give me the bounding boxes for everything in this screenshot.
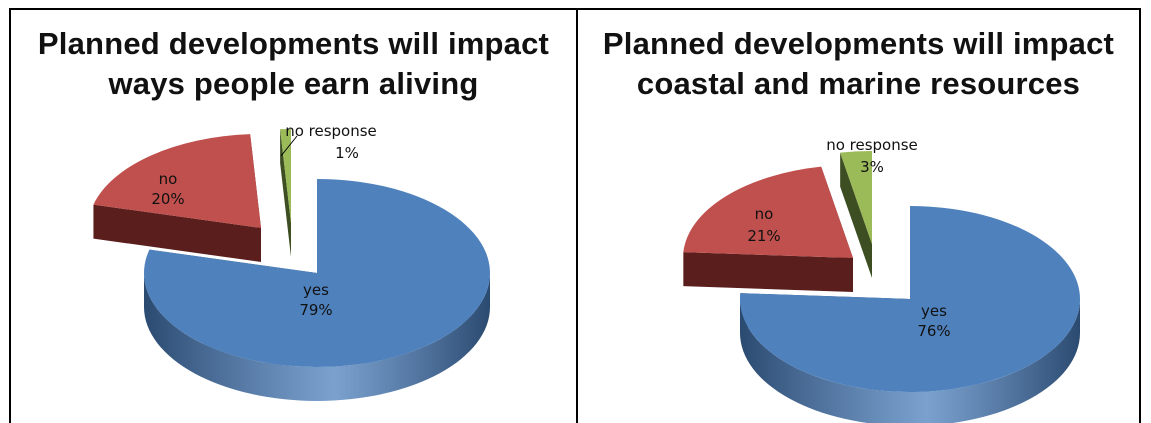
pie-slice-yes [144, 179, 491, 401]
chart-title-right-line1: Planned developments will impact [602, 26, 1115, 61]
pie-chart-right: yes 76% no 21% no response 3% [683, 136, 1080, 423]
pie-slice-top [144, 179, 491, 367]
pie-slice-rim [144, 273, 490, 401]
pie-slice-wall [280, 129, 291, 257]
slice-value-label-no-response: 3% [860, 158, 884, 176]
slice-name-label-no-response: no response [826, 136, 918, 154]
slice-name-label-yes: yes [303, 281, 329, 299]
pie-slice-rim [740, 299, 1080, 423]
panel-divider [576, 8, 578, 423]
chart-panel-left: Planned developments will impact ways pe… [11, 10, 576, 423]
chart-title-right-line2: coastal and marine resources [636, 66, 1081, 101]
slice-value-label-no: 21% [747, 227, 780, 245]
pie-slice-wall [840, 152, 872, 278]
pie-slice-top [93, 134, 261, 228]
pie-slice-no-response [280, 129, 291, 257]
chart-frame [9, 8, 1141, 423]
slice-name-label-yes: yes [921, 302, 947, 320]
pie-slice-top [280, 129, 291, 223]
slice-name-label-no-response: no response [285, 122, 377, 140]
slice-name-label-no: no [159, 170, 178, 188]
slice-value-label-yes: 79% [299, 301, 332, 319]
pie-slice-top [740, 206, 1080, 392]
pie-slice-no [683, 166, 853, 292]
pie-chart-left: yes 79% no 20% no response 1% [93, 122, 491, 401]
slice-name-label-no: no [755, 205, 774, 223]
pie-slice-top [683, 166, 853, 258]
pie-slice-no [93, 134, 261, 262]
pie-slice-top [840, 151, 872, 244]
slice-value-label-no-response: 1% [335, 144, 359, 162]
chart-title-right: Planned developments will impact coastal… [578, 24, 1139, 104]
leader-line [280, 135, 298, 157]
chart-title-left-line1: Planned developments will impact [37, 26, 550, 61]
slice-value-label-yes: 76% [917, 322, 950, 340]
pie-slice-wall [683, 252, 853, 292]
pie-slice-no-response [840, 151, 872, 278]
slice-value-label-no: 20% [151, 190, 184, 208]
chart-title-left: Planned developments will impact ways pe… [11, 24, 576, 104]
pie-slice-wall [93, 204, 261, 262]
chart-title-left-line2: ways people earn aliving [108, 66, 479, 101]
chart-panel-right: Planned developments will impact coastal… [578, 10, 1139, 423]
pie-slice-yes [740, 206, 1080, 423]
